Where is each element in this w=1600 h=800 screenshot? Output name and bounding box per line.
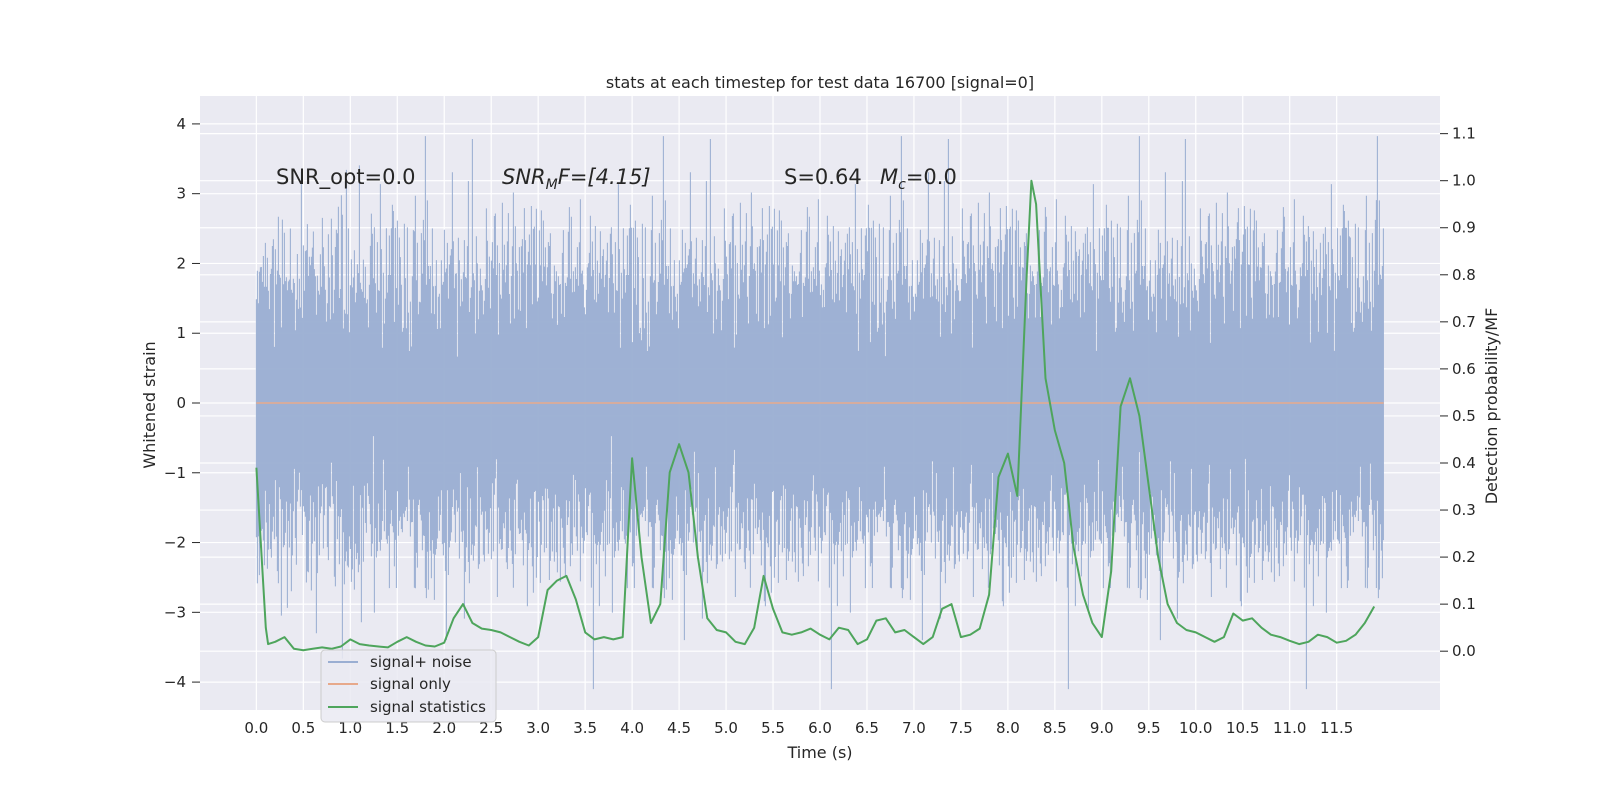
statistics-line — [255, 179, 1376, 652]
y2-tick-label: 0.3 — [1452, 501, 1476, 519]
snr-mf-subscript: M — [546, 177, 558, 193]
x-tick-label: 4.0 — [620, 719, 644, 737]
x-axis-ticks: 0.0 0.5 1.0 1.5 2.0 2.5 3.0 3.5 4.0 4.5 5.0 5.5 6.0 6… — [244, 719, 1353, 737]
x-tick-label: 0.5 — [291, 719, 315, 737]
x-tick-label: 2.5 — [479, 719, 503, 737]
x-tick-label: 7.5 — [949, 719, 973, 737]
series-signal-statistics — [255, 179, 1376, 652]
x-tick-label: 2.0 — [432, 719, 456, 737]
x-tick-label: 11.0 — [1273, 719, 1306, 737]
legend-label-signal-statistics: signal statistics — [370, 698, 486, 716]
y2-axis-ticks: 1.1 1.0 0.9 0.8 0.7 0.6 0.5 0.4 0.3 0.2 0.1 0.0 — [1440, 125, 1476, 660]
annotation-snr-opt: SNR_opt=0.0 — [276, 165, 416, 190]
x-tick-label: 9.5 — [1137, 719, 1161, 737]
y2-tick-label: 0.6 — [1452, 360, 1476, 378]
legend-box — [320, 649, 497, 723]
y2-tick-label: 0.7 — [1452, 313, 1476, 331]
x-tick-label: 3.0 — [526, 719, 550, 737]
y2-tick-label: 1.0 — [1452, 172, 1476, 190]
snr-mf-rest: F=[4.15] — [558, 165, 651, 189]
mc-rest: =0.0 — [906, 165, 957, 189]
x-tick-label: 8.5 — [1043, 719, 1067, 737]
x-tick-label: 10.5 — [1226, 719, 1259, 737]
x-tick-label: 1.5 — [385, 719, 409, 737]
annotation-mc: Mc=0.0 — [880, 165, 957, 193]
x-tick-label: 7.0 — [902, 719, 926, 737]
x-tick-label: 4.5 — [667, 719, 691, 737]
y-tick-label: 1 — [176, 324, 186, 342]
y2-tick-label: 0.1 — [1452, 595, 1476, 613]
x-tick-label: 5.5 — [761, 719, 785, 737]
y2-tick-label: 0.0 — [1452, 642, 1476, 660]
x-tick-label: 1.0 — [338, 719, 362, 737]
series-signal-noise — [255, 136, 1384, 690]
snr-mf-base: SNR — [502, 165, 546, 189]
x-tick-label: 6.5 — [855, 719, 879, 737]
x-tick-label: 10.0 — [1179, 719, 1212, 737]
x-tick-label: 11.5 — [1320, 719, 1353, 737]
y-tick-label: 0 — [176, 394, 186, 412]
y2-tick-label: 0.2 — [1452, 548, 1476, 566]
legend: signal+ noise signal only signal statist… — [320, 649, 497, 723]
y2-tick-label: 1.1 — [1452, 125, 1476, 143]
y-axis-label: Whitened strain — [140, 341, 159, 468]
annotation-snr-mf: SNRMF=[4.15] — [502, 165, 651, 193]
y-tick-label: −4 — [164, 673, 186, 691]
x-tick-label: 6.0 — [808, 719, 832, 737]
y2-tick-label: 0.4 — [1452, 454, 1476, 472]
x-tick-label: 3.5 — [573, 719, 597, 737]
mc-subscript: c — [898, 177, 906, 193]
chart-title: stats at each timestep for test data 167… — [606, 73, 1034, 92]
y-tick-label: 4 — [176, 115, 186, 133]
y2-tick-label: 0.5 — [1452, 407, 1476, 425]
x-tick-label: 0.0 — [244, 719, 268, 737]
y2-axis-label: Detection probability/MF — [1482, 308, 1501, 505]
y-tick-label: 3 — [176, 185, 186, 203]
y-axis-ticks: 4 3 2 1 0 −1 −2 −3 −4 — [164, 115, 200, 691]
noise-trace — [255, 136, 1384, 690]
legend-label-signal-only: signal only — [370, 675, 451, 693]
legend-label-signal-noise: signal+ noise — [370, 653, 472, 671]
annotation-s: S=0.64 — [784, 165, 862, 189]
y2-tick-label: 0.8 — [1452, 266, 1476, 284]
y-tick-label: −2 — [164, 534, 186, 552]
mc-base: M — [880, 165, 898, 189]
y-tick-label: −3 — [164, 603, 186, 621]
y-tick-label: 2 — [176, 254, 186, 272]
y-tick-label: −1 — [164, 464, 186, 482]
x-tick-label: 8.0 — [996, 719, 1020, 737]
x-tick-label: 9.0 — [1090, 719, 1114, 737]
x-axis-label: Time (s) — [786, 743, 852, 762]
y2-tick-label: 0.9 — [1452, 219, 1476, 237]
x-tick-label: 5.0 — [714, 719, 738, 737]
